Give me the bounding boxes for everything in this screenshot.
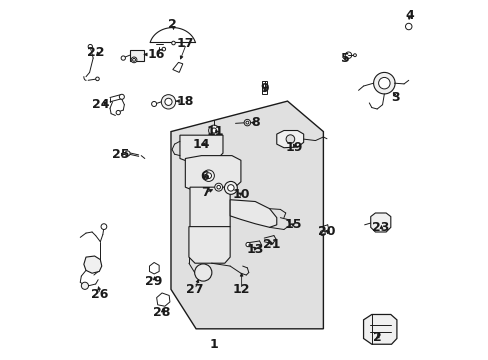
Text: 16: 16 <box>147 48 165 61</box>
Circle shape <box>162 47 165 51</box>
Text: 11: 11 <box>206 125 224 138</box>
Polygon shape <box>188 226 230 263</box>
Polygon shape <box>363 315 396 344</box>
Circle shape <box>194 264 211 281</box>
Circle shape <box>88 44 92 49</box>
Text: 12: 12 <box>232 283 249 296</box>
Polygon shape <box>172 62 183 72</box>
Circle shape <box>101 224 106 229</box>
Circle shape <box>378 77 389 89</box>
Text: 22: 22 <box>87 46 104 59</box>
Circle shape <box>96 77 99 81</box>
Circle shape <box>125 151 130 156</box>
Circle shape <box>131 57 137 63</box>
Circle shape <box>161 95 175 109</box>
Text: 7: 7 <box>200 186 209 199</box>
Circle shape <box>345 52 351 58</box>
Text: 29: 29 <box>145 275 163 288</box>
Circle shape <box>214 183 222 191</box>
Text: 28: 28 <box>153 306 170 319</box>
Bar <box>262 81 267 94</box>
Circle shape <box>211 128 216 133</box>
Text: 21: 21 <box>262 238 280 251</box>
Circle shape <box>164 98 172 105</box>
Circle shape <box>121 56 125 60</box>
Polygon shape <box>185 156 241 194</box>
Text: 17: 17 <box>176 37 194 50</box>
Circle shape <box>405 23 411 30</box>
Polygon shape <box>276 131 303 148</box>
Text: 19: 19 <box>285 141 303 154</box>
Text: 3: 3 <box>390 91 399 104</box>
Text: 25: 25 <box>112 148 129 161</box>
Text: 4: 4 <box>404 9 413 22</box>
Text: 1: 1 <box>209 338 218 351</box>
Circle shape <box>119 94 124 99</box>
Text: 20: 20 <box>318 225 335 238</box>
Text: 15: 15 <box>284 218 301 231</box>
Polygon shape <box>83 256 102 273</box>
Polygon shape <box>370 213 390 232</box>
Circle shape <box>116 111 120 115</box>
Text: 9: 9 <box>260 82 268 95</box>
Circle shape <box>224 181 237 194</box>
Polygon shape <box>230 200 276 227</box>
Polygon shape <box>149 262 159 274</box>
Bar <box>129 50 144 60</box>
Polygon shape <box>180 135 223 164</box>
Circle shape <box>353 54 356 57</box>
Circle shape <box>227 185 234 191</box>
Circle shape <box>217 185 220 189</box>
Text: 27: 27 <box>185 283 203 296</box>
Text: 26: 26 <box>90 288 108 301</box>
Circle shape <box>245 242 250 247</box>
Circle shape <box>132 58 135 61</box>
Circle shape <box>208 125 219 136</box>
Text: 23: 23 <box>371 221 388 234</box>
Text: 5: 5 <box>340 51 348 64</box>
Text: 14: 14 <box>192 138 210 150</box>
Text: 8: 8 <box>250 116 259 129</box>
Circle shape <box>245 121 248 124</box>
Circle shape <box>205 173 211 179</box>
Text: 2: 2 <box>372 330 381 343</box>
Circle shape <box>171 41 175 45</box>
Polygon shape <box>156 293 169 306</box>
Polygon shape <box>190 187 230 234</box>
Circle shape <box>285 135 294 143</box>
Text: 24: 24 <box>91 98 109 111</box>
Circle shape <box>244 120 250 126</box>
Polygon shape <box>171 101 323 329</box>
Circle shape <box>203 170 214 181</box>
Circle shape <box>320 230 325 235</box>
Text: 13: 13 <box>246 243 264 256</box>
Text: 10: 10 <box>232 188 249 201</box>
Circle shape <box>81 282 88 289</box>
Circle shape <box>151 102 156 107</box>
Text: 6: 6 <box>201 170 209 183</box>
Circle shape <box>373 72 394 94</box>
Text: 18: 18 <box>176 95 193 108</box>
Text: 2: 2 <box>168 18 177 31</box>
